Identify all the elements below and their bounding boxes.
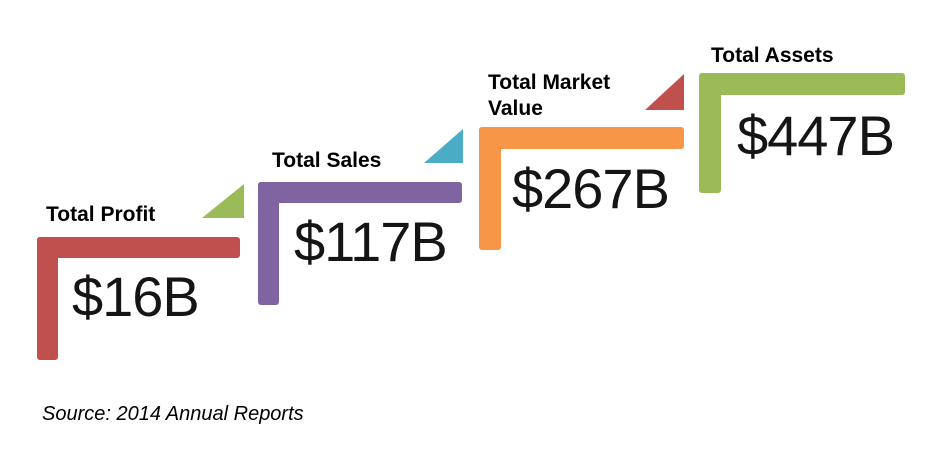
step-label-total-profit: Total Profit xyxy=(46,203,156,226)
step-label-total-sales: Total Sales xyxy=(272,149,382,172)
increase-triangle-icon xyxy=(645,74,684,110)
source-note: Source: 2014 Annual Reports xyxy=(42,403,304,425)
bracket-horizontal-bar xyxy=(258,182,462,203)
bracket-vertical-bar xyxy=(37,237,58,360)
step-value-total-sales: $117B xyxy=(294,210,448,273)
bracket-horizontal-bar xyxy=(699,73,905,95)
step-label-total-market-value: Total Market Value xyxy=(488,71,611,121)
bracket-horizontal-bar xyxy=(37,237,240,258)
bracket-vertical-bar xyxy=(258,182,279,305)
step-value-total-profit: $16B xyxy=(72,265,200,328)
step-value-total-market-value: $267B xyxy=(512,157,670,220)
bracket-vertical-bar xyxy=(479,127,501,250)
increase-triangle-icon xyxy=(202,184,244,218)
step-label-total-assets: Total Assets xyxy=(711,44,834,67)
bracket-horizontal-bar xyxy=(479,127,684,149)
step-value-total-assets: $447B xyxy=(737,104,895,167)
increase-triangle-icon xyxy=(424,129,463,163)
bracket-vertical-bar xyxy=(699,73,721,193)
